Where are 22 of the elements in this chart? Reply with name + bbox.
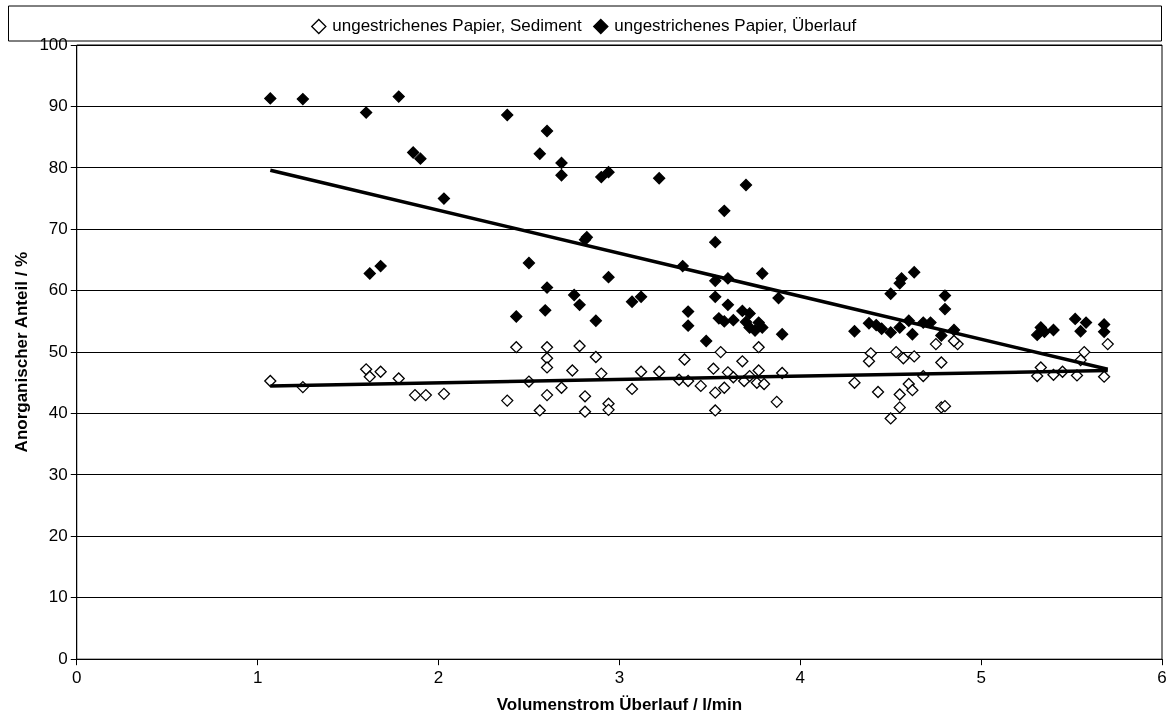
y-tick-label: 40: [48, 403, 68, 423]
x-tick-label: 2: [433, 668, 444, 688]
y-tick-label: 70: [48, 218, 68, 238]
y-tick-label: 10: [48, 587, 68, 607]
x-tick-label: 1: [252, 668, 263, 688]
x-tick-label: 6: [1157, 668, 1167, 688]
x-axis-title: Volumenstrom Überlauf / l/min: [496, 695, 743, 715]
x-tick-label: 3: [614, 668, 625, 688]
y-tick-label: 90: [48, 96, 68, 116]
y-tick-label: 50: [48, 341, 68, 361]
y-tick-label: 20: [48, 526, 68, 546]
y-tick-label: 30: [48, 464, 68, 484]
legend-label: ungestrichenes Papier, Überlauf: [614, 16, 857, 36]
x-tick-label: 0: [72, 668, 82, 688]
y-tick-label: 60: [48, 280, 68, 300]
y-tick-label: 100: [39, 34, 68, 54]
legend-label: ungestrichenes Papier, Sediment: [332, 16, 583, 36]
x-tick-label: 4: [795, 668, 805, 688]
x-tick-label: 5: [976, 668, 986, 688]
y-axis-title: Anorganischer Anteil / %: [11, 251, 31, 453]
y-tick-label: 0: [58, 648, 68, 668]
y-tick-label: 80: [48, 157, 68, 177]
